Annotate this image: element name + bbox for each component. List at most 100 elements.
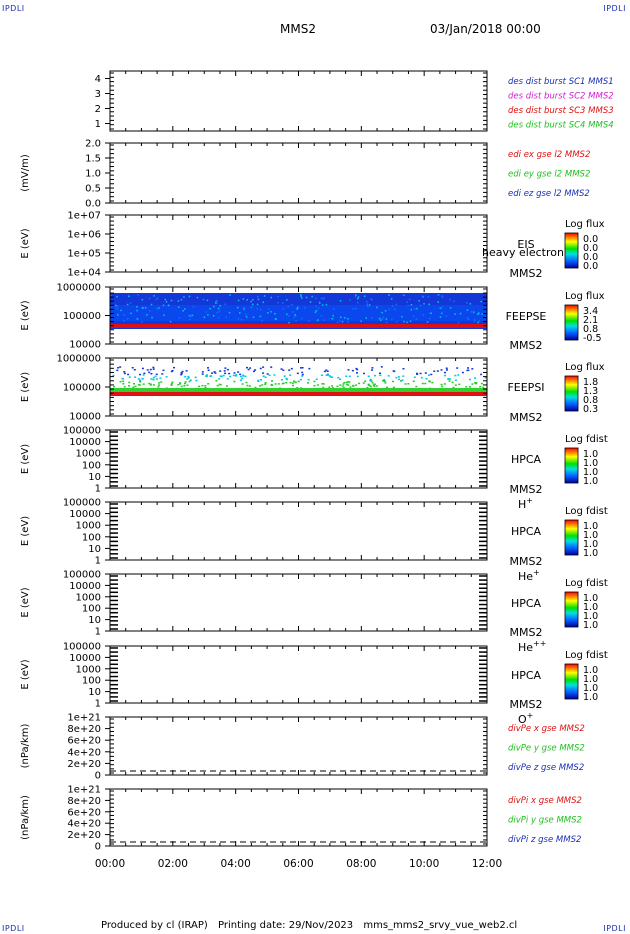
feepsi-flux-pixel xyxy=(404,383,407,385)
feepsi-flux-pixel xyxy=(369,379,372,382)
feepsi-high-flux-line xyxy=(110,392,487,396)
feepse-flux-pixel xyxy=(282,302,284,304)
feepsi-flux-pixel xyxy=(229,375,232,378)
colorbar-tick-label: 1.0 xyxy=(583,539,598,550)
feepsi-flux-pixel xyxy=(184,381,187,383)
feepsi-flux-pixel xyxy=(139,379,142,381)
feepsi-flux-pixel xyxy=(224,372,227,375)
feepse-flux-pixel xyxy=(339,320,341,322)
feepse-flux-pixel xyxy=(378,317,381,320)
y-tick-label: 100000 xyxy=(63,642,101,653)
feepsi-flux-pixel xyxy=(262,375,265,377)
spacecraft-label: MMS2 xyxy=(510,555,543,568)
feepsi-flux-pixel xyxy=(440,383,443,386)
feepse-flux-pixel xyxy=(321,304,324,306)
y-tick-label: 1 xyxy=(95,484,101,495)
feepsi-flux-pixel xyxy=(201,384,204,387)
feepsi-flux-pixel xyxy=(421,382,424,385)
feepsi-flux-pixel xyxy=(233,380,236,383)
feepsi-flux-pixel xyxy=(281,382,284,385)
feepse-flux-pixel xyxy=(322,298,324,300)
feepsi-flux-pixel xyxy=(149,368,152,371)
feepsi-flux-pixel xyxy=(425,378,428,380)
feepsi-flux-pixel xyxy=(165,376,168,378)
feepsi-flux-pixel xyxy=(372,384,375,386)
feepsi-flux-pixel xyxy=(171,369,174,372)
feepsi-flux-pixel xyxy=(301,373,304,376)
feepsi-flux-pixel xyxy=(259,367,262,370)
feepsi-flux-pixel xyxy=(207,383,210,385)
y-tick-label: 1e+06 xyxy=(67,230,101,241)
feepsi-flux-pixel xyxy=(342,383,345,385)
feepse-flux-pixel xyxy=(308,320,310,322)
feepse-flux-pixel xyxy=(268,308,270,310)
y-tick-label: 1e+04 xyxy=(67,268,101,279)
y-tick-label: 1 xyxy=(95,699,101,710)
feepsi-flux-pixel xyxy=(326,370,329,372)
feepse-flux-pixel xyxy=(402,294,404,296)
feepsi-flux-pixel xyxy=(356,368,359,371)
feepsi-flux-pixel xyxy=(413,376,416,378)
feepse-flux-pixel xyxy=(478,312,480,314)
x-tick-label: 04:00 xyxy=(221,858,251,870)
instrument-label: HPCA xyxy=(511,597,542,610)
feepsi-flux-pixel xyxy=(186,384,189,386)
y-tick-label: 100000 xyxy=(63,426,101,437)
feepse-flux-pixel xyxy=(203,298,205,301)
feepse-flux-pixel xyxy=(237,299,240,302)
feepse-flux-pixel xyxy=(246,299,248,301)
feepsi-flux-pixel xyxy=(198,385,201,388)
feepse-high-flux-line xyxy=(110,324,487,328)
feepsi-flux-pixel xyxy=(215,380,218,382)
feepse-flux-pixel xyxy=(304,307,306,309)
feepsi-flux-pixel xyxy=(444,371,446,374)
colorbar-tick-label: 1.0 xyxy=(583,521,598,532)
feepse-flux-pixel xyxy=(250,306,252,308)
feepsi-flux-pixel xyxy=(277,383,280,385)
y-axis-label: E (eV) xyxy=(20,372,31,402)
feepsi-flux-pixel xyxy=(149,383,152,385)
feepse-flux-pixel xyxy=(317,319,319,321)
feepsi-flux-pixel xyxy=(416,373,419,375)
y-tick-label: 1000 xyxy=(76,521,101,532)
feepsi-flux-pixel xyxy=(430,373,433,376)
feepse-flux-pixel xyxy=(390,298,393,300)
feepse-flux-pixel xyxy=(296,308,298,310)
feepsi-flux-pixel xyxy=(351,369,354,372)
feepse-flux-pixel xyxy=(441,296,444,299)
feepse-flux-pixel xyxy=(323,319,325,321)
feepsi-flux-band xyxy=(110,388,487,393)
feepsi-flux-pixel xyxy=(402,375,405,377)
colorbar-tick-label: 0.0 xyxy=(583,243,598,254)
feepsi-flux-pixel xyxy=(128,385,130,387)
corner-mark-bottom-left: IPDLI xyxy=(2,924,25,933)
feepsi-flux-pixel xyxy=(424,382,427,385)
feepsi-flux-pixel xyxy=(177,383,180,386)
spacecraft-label: MMS2 xyxy=(510,339,543,352)
y-tick-label: 10000 xyxy=(69,509,101,520)
feepsi-flux-pixel xyxy=(480,382,483,385)
colorbar-tick-label: 1.8 xyxy=(583,377,598,388)
feepsi-flux-pixel xyxy=(322,383,325,385)
feepsi-flux-pixel xyxy=(443,383,446,385)
feepsi-flux-pixel xyxy=(137,378,140,380)
feepsi-flux-pixel xyxy=(471,368,474,370)
feepse-flux-pixel xyxy=(150,303,153,306)
y-axis-label: E (eV) xyxy=(20,659,31,689)
feepsi-flux-pixel xyxy=(148,371,151,374)
feepse-flux-pixel xyxy=(477,321,479,324)
colorbar xyxy=(564,375,579,412)
y-axis-label: E (eV) xyxy=(20,587,31,617)
feepse-flux-pixel xyxy=(146,314,148,316)
feepse-flux-pixel xyxy=(385,318,388,320)
overlay-label: heavy electron to xyxy=(482,246,579,259)
feepsi-flux-pixel xyxy=(262,366,265,368)
feepsi-flux-pixel xyxy=(257,379,260,382)
feepsi-flux-pixel xyxy=(204,385,207,387)
y-tick-label: 0 xyxy=(95,842,101,853)
feepse-flux-pixel xyxy=(339,300,342,302)
series-legend-entry: edi ey gse l2 MMS2 xyxy=(508,170,590,180)
feepsi-flux-pixel xyxy=(370,380,373,382)
feepsi-flux-pixel xyxy=(219,375,222,377)
feepse-flux-pixel xyxy=(429,317,431,320)
